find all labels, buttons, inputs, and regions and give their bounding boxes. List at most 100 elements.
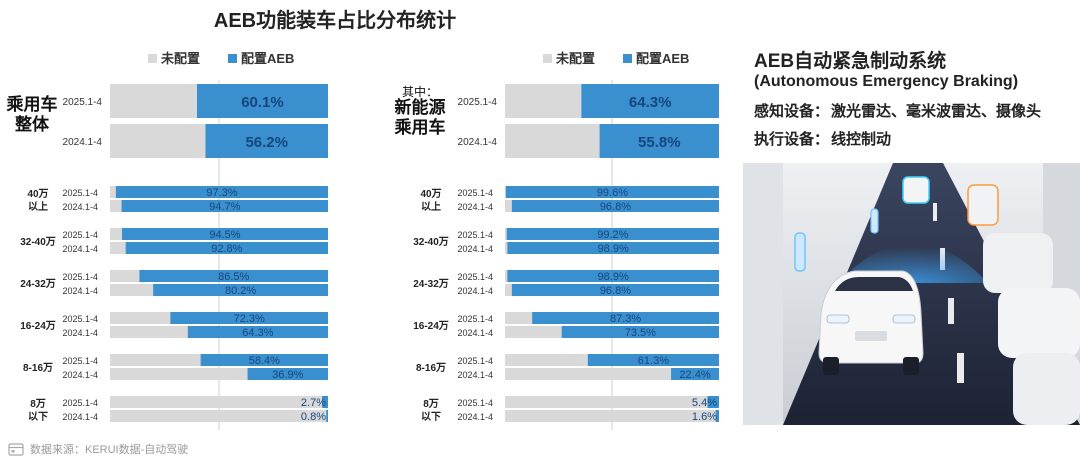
bar-value-label: 5.4% bbox=[692, 397, 717, 409]
period-label: 2025.1-4 bbox=[457, 398, 493, 408]
bar-configured bbox=[326, 410, 328, 422]
bar-value-label: 86.5% bbox=[218, 271, 249, 283]
legend-swatch-configured bbox=[623, 54, 632, 63]
period-label: 2024.1-4 bbox=[457, 202, 493, 212]
bar-value-label: 36.9% bbox=[272, 369, 303, 381]
bar-configured bbox=[507, 270, 719, 282]
period-label: 2025.1-4 bbox=[457, 230, 493, 240]
period-label: 2025.1-4 bbox=[457, 356, 493, 366]
bar-value-label: 64.3% bbox=[242, 327, 273, 339]
bar-value-label: 99.6% bbox=[597, 187, 628, 199]
bar-configured bbox=[322, 396, 328, 408]
bar-value-label: 73.5% bbox=[625, 327, 656, 339]
bar-unconfigured bbox=[110, 410, 328, 422]
category-label: 以下 bbox=[28, 411, 48, 423]
legend-swatch-unconfigured bbox=[148, 54, 157, 63]
bar-value-label: 80.2% bbox=[225, 285, 256, 297]
period-label: 2025.1-4 bbox=[62, 188, 98, 198]
bar-configured bbox=[139, 270, 328, 282]
sensing-label: 感知设备： bbox=[754, 103, 830, 120]
bar-configured bbox=[153, 284, 328, 296]
bar-value-label: 92.8% bbox=[211, 243, 242, 255]
bar-configured bbox=[125, 242, 328, 254]
bar-value-label: 1.6% bbox=[692, 411, 717, 423]
period-label: 2025.1-4 bbox=[62, 272, 98, 282]
category-label: 32-40万 bbox=[413, 236, 449, 248]
bar-value-label: 72.3% bbox=[234, 313, 265, 325]
category-label: 32-40万 bbox=[20, 236, 56, 248]
sensing-value: 激光雷达、毫米波雷达、摄像头 bbox=[831, 103, 1042, 120]
aeb-title: AEB自动紧急制动系统 bbox=[754, 51, 947, 72]
bar-value-label: 2.7% bbox=[301, 397, 326, 409]
group-label: 新能源 bbox=[395, 97, 446, 117]
bar-value-label: 99.2% bbox=[597, 229, 628, 241]
period-label: 2025.1-4 bbox=[457, 272, 493, 282]
group-label: 乘用车 bbox=[6, 94, 58, 114]
period-label: 2024.1-4 bbox=[457, 370, 493, 380]
category-label: 8-16万 bbox=[23, 362, 53, 374]
bar-value-label: 96.8% bbox=[600, 201, 631, 213]
bar-configured bbox=[121, 228, 329, 240]
bar-configured bbox=[671, 368, 719, 380]
category-label: 24-32万 bbox=[20, 278, 56, 290]
actuation-line: 执行设备： 线控制动 bbox=[754, 128, 891, 149]
bar-configured bbox=[170, 312, 328, 324]
category-label: 40万 bbox=[420, 188, 441, 200]
bar-value-label: 87.3% bbox=[610, 313, 641, 325]
bar-configured bbox=[561, 326, 719, 338]
category-label: 以下 bbox=[421, 411, 441, 423]
sensing-line: 感知设备： 激光雷达、毫米波雷达、摄像头 bbox=[754, 100, 1041, 121]
period-label: 2024.1-4 bbox=[62, 286, 98, 296]
period-label: 2024.1-4 bbox=[457, 328, 493, 338]
bar-configured bbox=[587, 354, 719, 366]
category-label: 以上 bbox=[421, 200, 441, 213]
period-label: 2025.1-4 bbox=[63, 97, 103, 108]
category-label: 以上 bbox=[28, 200, 48, 213]
bar-configured bbox=[187, 326, 328, 338]
bar-configured bbox=[507, 242, 719, 254]
bar-value-label: 58.4% bbox=[249, 355, 280, 367]
bar-configured bbox=[247, 368, 328, 380]
summary-value-label: 55.8% bbox=[638, 134, 681, 151]
legend-label-unconfigured: 未配置 bbox=[555, 51, 595, 66]
bar-configured bbox=[115, 186, 328, 198]
category-label: 16-24万 bbox=[20, 320, 56, 332]
bar-value-label: 98.9% bbox=[598, 243, 629, 255]
source-note: 数据来源：KERUI数据-自动驾驶 bbox=[8, 441, 188, 457]
period-label: 2025.1-4 bbox=[458, 97, 498, 108]
category-label: 40万 bbox=[27, 188, 48, 200]
group-label: 其中： bbox=[402, 84, 438, 99]
category-label: 16-24万 bbox=[413, 320, 449, 332]
period-label: 2024.1-4 bbox=[62, 412, 98, 422]
period-label: 2024.1-4 bbox=[458, 137, 498, 148]
actuation-value: 线控制动 bbox=[831, 131, 892, 148]
bar-unconfigured bbox=[505, 410, 719, 422]
period-label: 2024.1-4 bbox=[62, 244, 98, 254]
category-label: 8万 bbox=[423, 398, 439, 410]
period-label: 2025.1-4 bbox=[62, 398, 98, 408]
bar-configured bbox=[121, 200, 328, 212]
summary-bar-configured bbox=[205, 124, 328, 158]
bar-value-label: 61.3% bbox=[638, 355, 669, 367]
bar-configured bbox=[200, 354, 328, 366]
period-label: 2025.1-4 bbox=[62, 230, 98, 240]
bar-value-label: 94.5% bbox=[209, 229, 240, 241]
bar-value-label: 94.7% bbox=[209, 201, 240, 213]
bar-configured bbox=[532, 312, 719, 324]
bar-value-label: 96.8% bbox=[600, 285, 631, 297]
summary-bar-configured bbox=[599, 124, 719, 158]
database-icon bbox=[8, 443, 24, 456]
bar-unconfigured bbox=[505, 396, 719, 408]
period-label: 2025.1-4 bbox=[62, 356, 98, 366]
bar-configured bbox=[715, 410, 719, 422]
legend-label-configured: 配置AEB bbox=[636, 51, 689, 66]
chart-title: AEB功能装车占比分布统计 bbox=[213, 10, 457, 32]
bar-configured bbox=[707, 396, 719, 408]
bar-configured bbox=[506, 228, 719, 240]
period-label: 2025.1-4 bbox=[62, 314, 98, 324]
bar-configured bbox=[511, 284, 719, 296]
summary-value-label: 64.3% bbox=[629, 94, 672, 111]
bar-value-label: 97.3% bbox=[206, 187, 237, 199]
aeb-subtitle: (Autonomous Emergency Braking) bbox=[754, 73, 1019, 90]
legend-label-configured: 配置AEB bbox=[241, 51, 294, 66]
